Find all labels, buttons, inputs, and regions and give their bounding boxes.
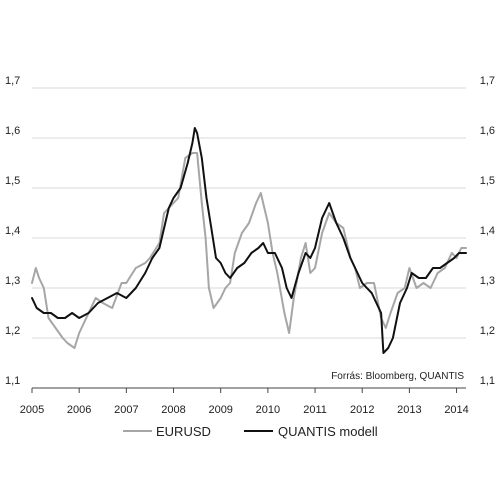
x-tick-label: 2010 xyxy=(256,404,280,416)
y-tick-label-left: 1,2 xyxy=(5,325,20,337)
y-tick-label-right: 1,4 xyxy=(480,225,495,237)
y-axis-left: 1,1 1,2 1,3 1,4 1,5 1,6 1,7 xyxy=(5,75,20,387)
y-tick-label-right: 1,3 xyxy=(480,275,495,287)
legend-label-eurusd: EURUSD xyxy=(156,424,211,439)
x-tick-label: 2005 xyxy=(20,404,44,416)
grid-lines xyxy=(32,87,466,389)
x-tick-label: 2014 xyxy=(444,404,468,416)
series-group xyxy=(31,127,467,354)
y-tick-label-right: 1,5 xyxy=(480,175,495,187)
x-tick-label: 2007 xyxy=(114,404,138,416)
y-tick-label-left: 1,3 xyxy=(5,275,20,287)
x-tick-label: 2012 xyxy=(350,404,374,416)
y-tick-label-left: 1,6 xyxy=(5,125,20,137)
y-tick-label-left: 1,1 xyxy=(5,375,20,387)
source-note: Forrás: Bloomberg, QUANTIS xyxy=(331,371,464,382)
x-tick-label: 2011 xyxy=(303,404,327,416)
y-tick-label-left: 1,4 xyxy=(5,225,20,237)
legend-label-quantis: QUANTIS modell xyxy=(278,424,378,439)
x-tick-label: 2013 xyxy=(397,404,421,416)
series-line-quantis-modell xyxy=(31,127,467,354)
series-line-eurusd xyxy=(31,152,467,349)
x-axis: 2005 2006 2007 2008 2009 2010 2011 2012 2013 2014 xyxy=(20,387,469,416)
y-tick-label-right: 1,2 xyxy=(480,325,495,337)
y-axis-right: 1,1 1,2 1,3 1,4 1,5 1,6 1,7 xyxy=(480,75,495,387)
x-tick-label: 2008 xyxy=(161,404,185,416)
x-tick-label: 2006 xyxy=(67,404,91,416)
legend: EURUSD QUANTIS modell xyxy=(123,424,378,439)
y-tick-label-left: 1,7 xyxy=(5,75,20,87)
y-tick-label-right: 1,6 xyxy=(480,125,495,137)
x-tick-label: 2009 xyxy=(208,404,232,416)
y-tick-label-left: 1,5 xyxy=(5,175,20,187)
y-tick-label-right: 1,1 xyxy=(480,375,495,387)
y-tick-label-right: 1,7 xyxy=(480,75,495,87)
